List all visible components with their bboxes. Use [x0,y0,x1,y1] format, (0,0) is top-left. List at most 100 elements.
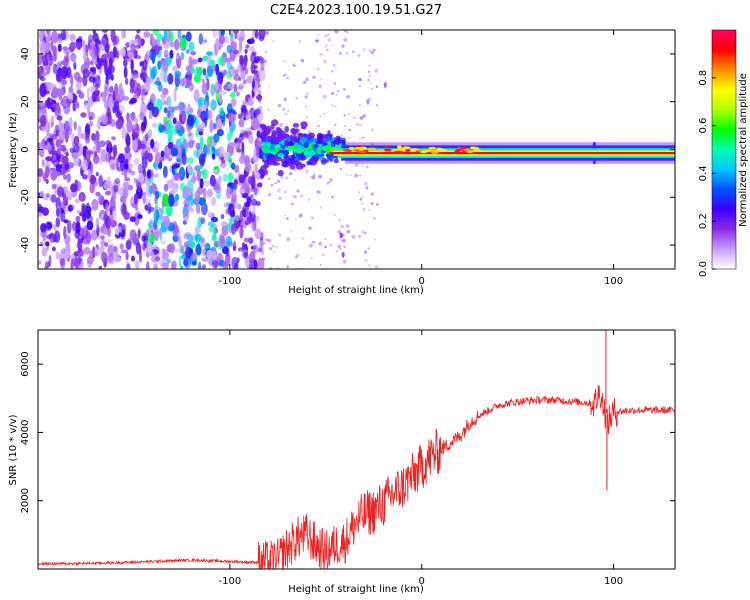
heatmap-cell [290,159,296,165]
heatmap-cell [153,44,160,56]
heatmap-cell [373,216,376,220]
heatmap-cell [75,221,81,234]
heatmap-cell [200,237,205,244]
heatmap-cell [313,144,319,149]
heatmap-cell [374,238,377,241]
heatmap-cell [325,44,328,47]
heatmap-cell [168,194,175,207]
heatmap-cell [277,179,281,183]
heatmap-cell [346,173,349,176]
heatmap-cell [160,240,167,245]
heatmap-cell [271,119,279,126]
heatmap-cell [335,68,337,70]
heatmap-cell [80,112,87,118]
heatmap-cell [290,202,295,206]
heatmap-cell [39,30,43,42]
heatmap-cell [180,51,185,61]
heatmap-cell [338,219,341,222]
heatmap-cell [249,194,254,200]
heatmap-cell [400,148,406,152]
heatmap-cell [316,132,323,140]
heatmap-cell [384,145,389,149]
heatmap-cell [141,156,148,169]
heatmap-cell [82,174,88,180]
heatmap-cell [122,181,130,189]
heatmap-cell [85,132,90,141]
heatmap-cell [115,119,123,130]
heatmap-cell [257,93,262,103]
heatmap-cell [272,40,275,43]
heatmap-cell [286,237,291,242]
heatmap-marks [38,30,675,269]
heatmap-cell [197,261,202,269]
heatmap-cell [171,106,175,113]
heatmap-cell [88,257,93,262]
heatmap-cell [277,103,282,108]
heatmap-cell [105,68,113,80]
heatmap-cell [251,203,256,216]
heatmap-cell [244,48,248,54]
heatmap-cell [144,81,151,93]
heatmap-cell [181,36,187,50]
heatmap-cell [54,105,62,117]
heatmap-cell [92,154,100,165]
heatmap-cell [210,99,217,111]
heatmap-cell [165,204,173,217]
heatmap-cell [215,37,220,52]
heatmap-cell [333,138,342,145]
heatmap-cell [106,176,112,185]
heatmap-cell [248,96,254,107]
heatmap-cell [223,69,227,76]
heatmap-cell [45,165,50,179]
heatmap-cell [76,209,82,214]
heatmap-cell [334,30,339,34]
heatmap-cell [38,260,42,265]
heatmap-cell [227,203,235,216]
heatmap-cell [324,245,327,249]
heatmap-cell [225,57,232,63]
heatmap-cell [99,155,103,166]
heatmap-cell [308,199,311,201]
heatmap-cell [237,63,243,73]
heatmap-cell [70,183,78,193]
snr-y-axis-label: SNR (10 * v/v) [8,414,19,485]
heatmap-cell [185,246,192,259]
colorbar-ticks: 0.0 0.2 0.4 0.6 0.8 [698,70,716,277]
heatmap-cell [206,188,213,198]
heatmap-cell [293,168,297,172]
heatmap-cell [55,153,61,160]
heatmap-cell [222,260,229,269]
heatmap-cell [163,183,168,192]
snr-panel: -100 0 100 2000 4000 6000 Height of straight… [8,329,676,595]
heatmap-cell [370,192,374,196]
y-tick-label: -40 [20,237,31,253]
heatmap-cell [140,91,145,105]
heatmap-cell [209,174,216,187]
heatmap-cell [187,163,192,174]
heatmap-cell [237,137,243,143]
heatmap-cell [166,96,170,107]
heatmap-cell [336,94,338,96]
heatmap-cell [83,52,87,63]
heatmap-cell [304,95,308,99]
heatmap-cell [198,33,203,45]
heatmap-cell [311,240,315,244]
heatmap-cell [178,101,184,116]
heatmap-cell [367,247,370,250]
heatmap-cell [361,203,364,205]
heatmap-cell [268,157,277,163]
heatmap-cell [126,152,132,159]
heatmap-cell [441,148,447,152]
heatmap-cell [124,146,131,154]
heatmap-cell [62,155,69,165]
heatmap-cell [160,93,167,99]
heatmap-cell [342,259,347,264]
heatmap-cell [195,204,201,215]
heatmap-cell [300,58,305,63]
heatmap-cell [221,246,229,255]
heatmap-cell [116,50,120,59]
colorbar-label: Normalized spectral amplitude [738,73,749,227]
heatmap-cell [261,138,267,142]
heatmap-cell [213,228,217,240]
heatmap-cell [38,142,43,150]
